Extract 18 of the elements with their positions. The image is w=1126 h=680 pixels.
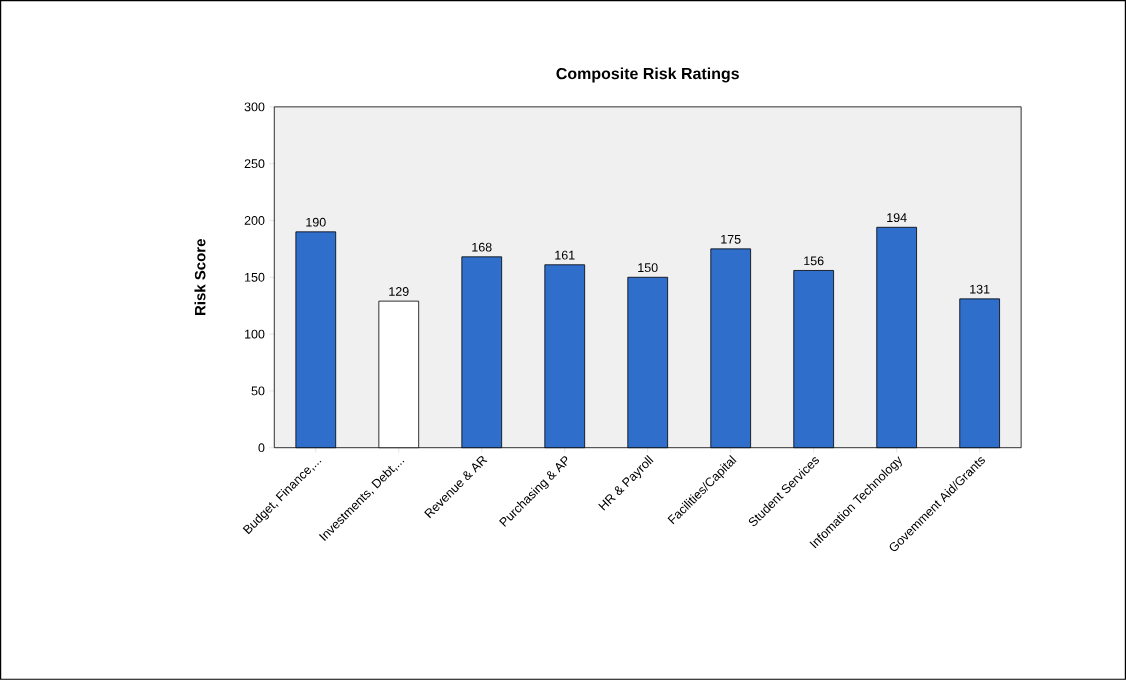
data-label: 194	[887, 213, 907, 223]
y-axis-title: Risk Score	[194, 239, 206, 316]
data-label: 150	[638, 263, 658, 273]
y-tick-label: 50	[251, 386, 265, 396]
data-label: 131	[970, 284, 990, 294]
data-label: 161	[555, 250, 575, 260]
y-tick-label: 200	[244, 216, 265, 225]
data-label: 168	[472, 242, 492, 252]
y-tick-label: 300	[244, 102, 265, 112]
y-tick-label: 250	[244, 159, 265, 169]
chart-title: Composite Risk Ratings	[556, 67, 739, 83]
data-label: 190	[306, 217, 326, 227]
y-tick-label: 150	[245, 272, 265, 282]
y-tick-label: 0	[258, 443, 265, 453]
data-label: 129	[389, 287, 409, 296]
data-label: 156	[804, 256, 824, 266]
data-label: 175	[721, 235, 741, 244]
y-tick-label: 100	[245, 329, 265, 339]
